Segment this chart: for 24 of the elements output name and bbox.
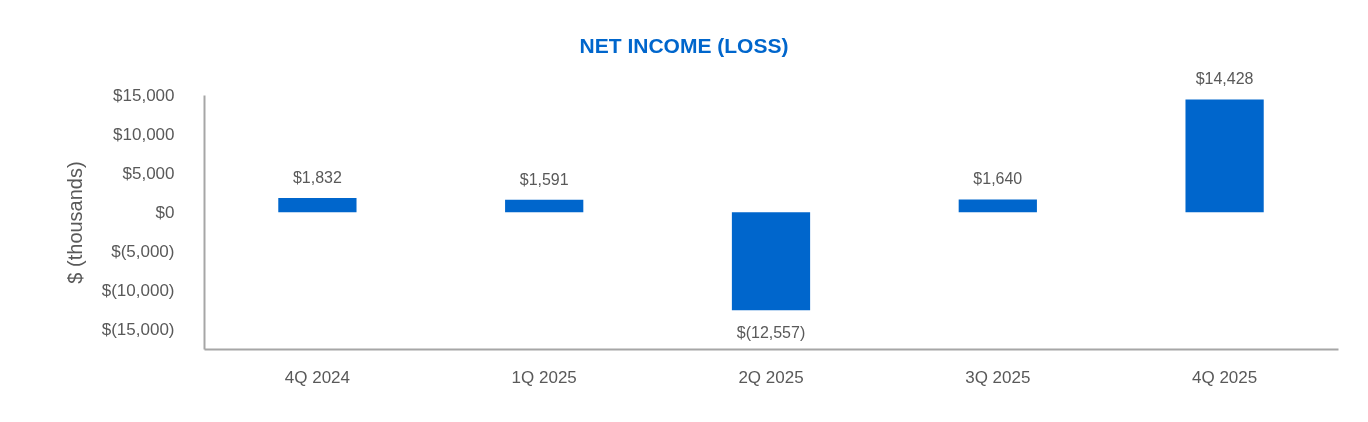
x-tick-label: 4Q 2024 (284, 367, 351, 387)
bar (505, 199, 584, 213)
y-axis-title: $ (thousands) (63, 161, 86, 284)
chart-title: NET INCOME (LOSS) (579, 34, 789, 58)
x-tick-label: 3Q 2025 (965, 367, 1031, 387)
y-tick-label: $5,000 (122, 163, 175, 183)
data-label: $14,428 (1195, 70, 1254, 88)
y-tick-label: $(5,000) (111, 241, 175, 261)
bar (958, 199, 1037, 213)
x-tick-label: 4Q 2025 (1191, 367, 1258, 387)
y-tick-label: $15,000 (113, 85, 175, 105)
y-tick-label: $10,000 (113, 124, 175, 144)
bar (731, 212, 811, 311)
data-label: $1,832 (292, 168, 342, 186)
bar (1185, 99, 1264, 213)
bar (278, 197, 357, 213)
x-tick-label: 2Q 2025 (738, 367, 804, 387)
data-label: $(12,557) (736, 324, 806, 342)
y-tick-label: $0 (155, 202, 175, 222)
data-label: $1,591 (519, 170, 569, 188)
x-tick-label: 1Q 2025 (511, 367, 577, 387)
y-tick-label: $(15,000) (101, 319, 175, 339)
y-tick-label: $(10,000) (101, 280, 175, 300)
data-label: $1,640 (973, 170, 1023, 188)
